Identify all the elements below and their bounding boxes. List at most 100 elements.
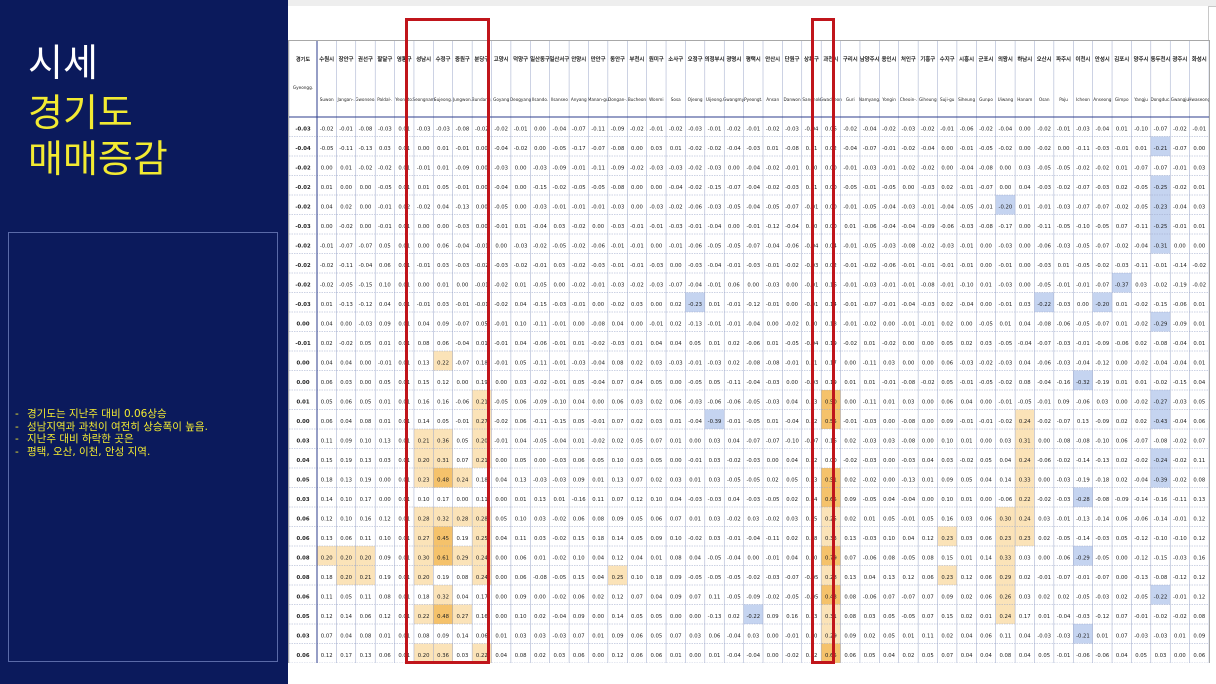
data-cell: -0.11 xyxy=(533,321,547,327)
data-cell: 0.00 xyxy=(670,263,682,269)
row-total-cell: -0.02 xyxy=(295,204,311,210)
data-cell: 0.02 xyxy=(1116,458,1128,464)
data-cell: 0.01 xyxy=(398,633,410,639)
data-cell: -0.01 xyxy=(940,263,954,269)
data-cell: 0.03 xyxy=(631,399,643,405)
data-cell: -0.04 xyxy=(746,165,760,171)
data-cell: -0.04 xyxy=(1037,380,1051,386)
data-cell: 0.03 xyxy=(1193,165,1205,171)
data-cell: 0.14 xyxy=(340,614,352,620)
data-cell: 0.09 xyxy=(767,614,779,620)
data-cell: 0.21 xyxy=(476,399,488,405)
data-cell: -0.14 xyxy=(1173,263,1187,269)
data-cell: -0.27 xyxy=(1154,399,1168,405)
data-cell: 0.13 xyxy=(883,575,895,581)
data-cell: 0.00 xyxy=(806,555,818,561)
data-cell: 0.04 xyxy=(592,555,604,561)
header-cell-ko: 군포시 xyxy=(979,55,994,63)
cell-highlight xyxy=(1073,370,1093,390)
data-cell: -0.08 xyxy=(359,126,373,132)
data-cell: 0.00 xyxy=(553,282,565,288)
data-cell: 0.48 xyxy=(437,477,449,483)
data-cell: 0.04 xyxy=(670,497,682,503)
row-total-cell: -0.01 xyxy=(295,341,311,347)
data-cell: 0.05 xyxy=(922,516,934,522)
data-cell: 0.23 xyxy=(418,477,430,483)
data-cell: -0.03 xyxy=(902,204,916,210)
data-cell: 0.01 xyxy=(767,419,779,425)
data-cell: -0.01 xyxy=(1115,146,1129,152)
data-cell: 0.01 xyxy=(398,555,410,561)
data-cell: 0.08 xyxy=(1193,614,1205,620)
data-cell: 0.05 xyxy=(709,380,721,386)
data-cell: -0.03 xyxy=(1037,633,1051,639)
data-cell: -0.02 xyxy=(1173,458,1187,464)
data-cell: 0.00 xyxy=(1019,282,1031,288)
data-cell: -0.01 xyxy=(533,263,547,269)
data-cell: 0.00 xyxy=(883,477,895,483)
data-cell: 0.01 xyxy=(437,282,449,288)
data-cell: -0.05 xyxy=(708,575,722,581)
data-cell: -0.04 xyxy=(1154,360,1168,366)
data-cell: -0.08 xyxy=(746,360,760,366)
data-cell: 0.00 xyxy=(457,282,469,288)
data-cell: -0.17 xyxy=(572,146,586,152)
data-cell: 0.14 xyxy=(457,633,469,639)
data-cell: 0.15 xyxy=(941,555,953,561)
data-cell: 0.05 xyxy=(592,458,604,464)
data-cell: -0.05 xyxy=(805,594,819,600)
data-cell: -0.03 xyxy=(436,126,450,132)
data-cell: 0.20 xyxy=(340,575,352,581)
header-cell-en: Ansan xyxy=(766,97,779,102)
data-cell: 0.04 xyxy=(961,653,973,659)
data-cell: 0.00 xyxy=(534,458,546,464)
header-cell-en: Anyang xyxy=(571,97,587,102)
data-cell: 0.00 xyxy=(495,575,507,581)
data-cell: -0.06 xyxy=(1076,399,1090,405)
data-cell: 0.10 xyxy=(418,497,430,503)
data-cell: 0.00 xyxy=(806,633,818,639)
data-cell: -0.01 xyxy=(417,165,431,171)
row-total-cell: 0.06 xyxy=(296,594,309,600)
data-cell: 0.00 xyxy=(999,165,1011,171)
data-cell: 0.01 xyxy=(999,321,1011,327)
data-cell: -0.03 xyxy=(902,126,916,132)
header-cell-ko: 의정부시 xyxy=(705,55,725,63)
cell-highlight xyxy=(1150,585,1171,605)
data-cell: -0.02 xyxy=(766,516,780,522)
data-cell: -0.03 xyxy=(863,165,877,171)
data-cell: 0.02 xyxy=(786,536,798,542)
data-cell: -0.06 xyxy=(785,243,799,249)
cell-highlight xyxy=(995,507,1016,527)
data-cell: 0.00 xyxy=(495,497,507,503)
data-cell: 0.05 xyxy=(1038,653,1050,659)
cell-highlight xyxy=(355,565,376,585)
data-cell: -0.02 xyxy=(591,438,605,444)
data-cell: -0.02 xyxy=(843,126,857,132)
header-cell-ko: 의왕시 xyxy=(998,55,1013,63)
data-cell: 0.06 xyxy=(650,516,662,522)
data-cell: 0.25 xyxy=(612,575,624,581)
data-cell: -0.02 xyxy=(843,458,857,464)
data-cell: -0.04 xyxy=(805,126,819,132)
data-cell: 0.18 xyxy=(592,536,604,542)
data-cell: 0.01 xyxy=(340,165,352,171)
data-cell: -0.03 xyxy=(708,497,722,503)
data-cell: -0.05 xyxy=(1134,204,1148,210)
header-cell-en: Yeongto. xyxy=(394,97,413,102)
data-cell: -0.05 xyxy=(1057,165,1071,171)
data-cell: 0.00 xyxy=(515,165,527,171)
data-cell: 0.13 xyxy=(418,360,430,366)
data-cell: 0.02 xyxy=(728,341,740,347)
data-cell: 0.05 xyxy=(495,516,507,522)
data-cell: -0.03 xyxy=(533,477,547,483)
data-cell: -0.05 xyxy=(766,204,780,210)
data-cell: 0.00 xyxy=(534,146,546,152)
data-cell: -0.03 xyxy=(863,282,877,288)
data-cell: 0.24 xyxy=(476,555,488,561)
data-cell: 0.01 xyxy=(515,497,527,503)
data-cell: 0.00 xyxy=(360,380,372,386)
data-cell: -0.22 xyxy=(1037,302,1051,308)
data-cell: -0.14 xyxy=(1134,497,1148,503)
data-cell: 0.03 xyxy=(515,633,527,639)
